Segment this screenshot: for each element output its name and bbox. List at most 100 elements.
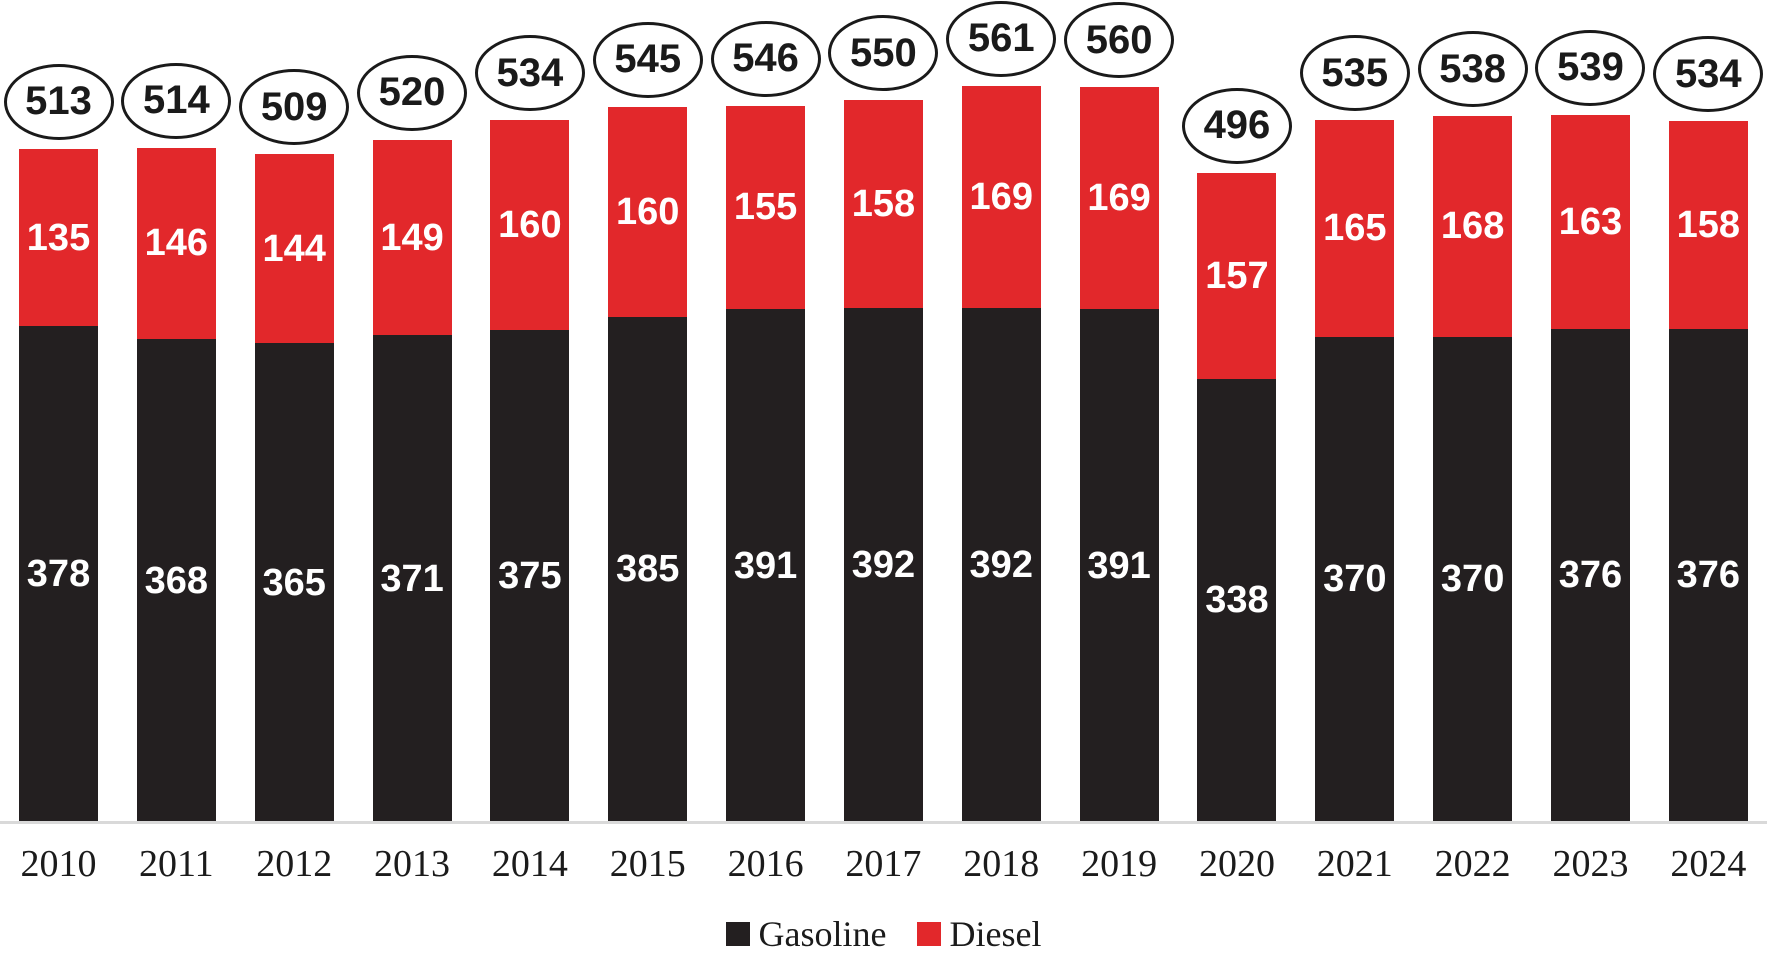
gasoline-segment-2017: 392	[843, 307, 923, 822]
gasoline-value-label: 376	[1558, 554, 1623, 597]
total-badge-2018: 561	[946, 0, 1057, 77]
x-tick-2016: 2016	[727, 843, 804, 885]
diesel-value-label: 163	[1558, 200, 1623, 243]
x-tick-2013: 2013	[374, 843, 451, 885]
gasoline-value-label: 370	[1440, 558, 1505, 601]
gasoline-segment-2013: 371	[372, 335, 452, 822]
total-badge-2016: 546	[710, 20, 821, 97]
gasoline-segment-2010: 378	[19, 326, 98, 822]
bar-column-2023: 539 163 376	[1535, 29, 1646, 822]
x-tick-2019: 2019	[1081, 843, 1158, 885]
x-tick-2010: 2010	[20, 843, 97, 885]
bar-column-2014: 534 160 375	[474, 35, 585, 822]
gasoline-segment-2024: 376	[1668, 328, 1748, 822]
diesel-value-label: 169	[969, 175, 1033, 218]
gasoline-value-label: 392	[969, 543, 1033, 586]
total-badge-2023: 539	[1535, 29, 1646, 106]
bar-column-2012: 509 144 365	[239, 69, 350, 822]
diesel-segment-2012: 144	[254, 154, 334, 344]
diesel-segment-2023: 163	[1550, 114, 1630, 329]
x-tick-2022: 2022	[1434, 843, 1511, 885]
bar-column-2017: 550 158 392	[828, 15, 939, 822]
gasoline-value-label: 376	[1676, 554, 1741, 597]
diesel-value-label: 168	[1440, 205, 1505, 248]
x-axis-tick-labels: 2010 2011 2012 2013 2014 2015 2016 2017 2018 2019…	[19, 838, 1748, 890]
legend-item-gasoline: Gasoline	[725, 914, 887, 954]
legend-label-diesel: Diesel	[949, 914, 1042, 954]
diesel-value-label: 160	[498, 204, 562, 247]
diesel-segment-2013: 149	[372, 139, 452, 336]
bar-column-2011: 514 146 368	[121, 62, 232, 822]
gasoline-value-label: 378	[26, 553, 91, 596]
x-tick-2020: 2020	[1198, 843, 1275, 885]
gasoline-segment-2019: 391	[1079, 309, 1159, 822]
bar-column-2022: 538 168 370	[1417, 31, 1528, 822]
bar-column-2018: 561 169 392	[946, 0, 1057, 822]
diesel-segment-2022: 168	[1433, 116, 1513, 337]
gasoline-segment-2014: 375	[490, 330, 570, 822]
total-badge-2014: 534	[474, 35, 585, 112]
total-badge-2024: 534	[1653, 36, 1764, 113]
x-tick-2014: 2014	[491, 843, 568, 885]
diesel-segment-2019: 169	[1079, 87, 1159, 310]
total-badge-2022: 538	[1417, 31, 1528, 108]
bar-column-2010: 513 135 378	[3, 63, 114, 822]
x-tick-2021: 2021	[1316, 843, 1393, 885]
diesel-value-label: 135	[26, 216, 91, 259]
x-tick-2015: 2015	[609, 843, 686, 885]
bar-column-2019: 560 169 391	[1064, 2, 1175, 822]
total-badge-2015: 545	[592, 21, 703, 98]
total-badge-2012: 509	[239, 69, 350, 146]
gasoline-segment-2012: 365	[254, 343, 334, 822]
legend-swatch-gasoline	[725, 922, 750, 946]
bar-column-2024: 534 158 376	[1653, 36, 1764, 822]
diesel-value-label: 155	[733, 186, 798, 229]
gasoline-segment-2020: 338	[1197, 378, 1277, 822]
gasoline-value-label: 375	[498, 555, 562, 597]
gasoline-value-label: 391	[733, 544, 798, 587]
diesel-value-label: 158	[851, 183, 916, 226]
bar-column-2016: 546 155 391	[710, 20, 821, 822]
diesel-segment-2017: 158	[843, 100, 923, 308]
gasoline-segment-2016: 391	[726, 309, 806, 822]
x-tick-2024: 2024	[1670, 843, 1747, 885]
diesel-segment-2011: 146	[136, 147, 216, 340]
gasoline-value-label: 385	[616, 548, 680, 591]
legend-swatch-diesel	[916, 922, 941, 946]
diesel-segment-2024: 158	[1668, 121, 1748, 329]
diesel-segment-2021: 165	[1315, 120, 1395, 337]
gasoline-value-label: 391	[1087, 544, 1151, 587]
diesel-value-label: 149	[380, 216, 444, 259]
gasoline-segment-2021: 370	[1315, 336, 1395, 822]
x-axis-baseline	[0, 821, 1767, 824]
diesel-value-label: 160	[616, 190, 680, 233]
gasoline-segment-2023: 376	[1550, 328, 1630, 822]
gasoline-segment-2015: 385	[608, 316, 688, 822]
diesel-value-label: 165	[1323, 207, 1387, 250]
diesel-segment-2018: 169	[961, 85, 1041, 308]
diesel-value-label: 146	[144, 222, 209, 265]
diesel-segment-2010: 135	[19, 148, 98, 327]
diesel-segment-2015: 160	[608, 106, 688, 317]
x-tick-2012: 2012	[256, 843, 333, 885]
x-tick-2017: 2017	[845, 843, 922, 885]
gasoline-segment-2022: 370	[1433, 336, 1513, 822]
diesel-segment-2014: 160	[490, 120, 570, 330]
total-badge-2017: 550	[828, 15, 939, 92]
gasoline-value-label: 371	[380, 557, 444, 600]
gasoline-value-label: 368	[144, 559, 209, 602]
diesel-value-label: 158	[1676, 204, 1741, 247]
gasoline-value-label: 365	[262, 561, 326, 604]
legend-label-gasoline: Gasoline	[758, 914, 887, 954]
x-tick-2023: 2023	[1552, 843, 1629, 885]
total-badge-2011: 514	[121, 62, 232, 139]
gasoline-segment-2018: 392	[961, 307, 1041, 822]
total-badge-2013: 520	[357, 54, 468, 131]
total-badge-2021: 535	[1299, 35, 1410, 112]
gasoline-value-label: 392	[851, 543, 916, 586]
gasoline-value-label: 370	[1323, 558, 1387, 601]
diesel-segment-2020: 157	[1197, 172, 1277, 379]
diesel-value-label: 169	[1087, 177, 1151, 220]
bar-column-2015: 545 160 385	[592, 21, 703, 822]
